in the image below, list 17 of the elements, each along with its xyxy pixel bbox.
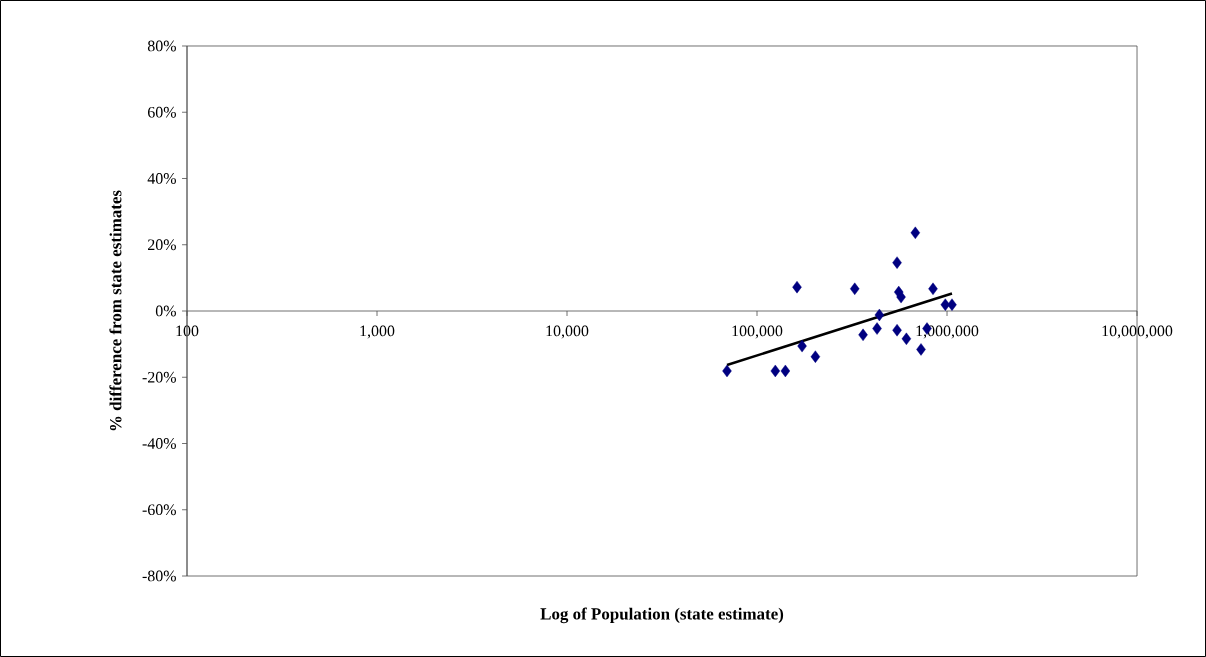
x-tick-label: 100	[176, 325, 199, 337]
y-axis-title: % difference from state estimates	[109, 190, 122, 431]
y-tick-label: -20%	[142, 371, 176, 383]
x-tick-label: 10,000	[546, 325, 589, 339]
x-tick-label: 10,000,000	[1102, 325, 1173, 339]
x-axis-title: Log of Population (state estimate)	[540, 607, 784, 624]
y-tick-label: 80%	[147, 40, 176, 52]
y-tick-label: 40%	[147, 173, 176, 184]
y-tick-label: 60%	[148, 106, 176, 118]
y-tick-label: 0%	[155, 305, 176, 317]
y-tick-label: -80%	[142, 570, 176, 582]
y-tick-label: 20%	[148, 239, 176, 251]
x-tick-label: 1,000,000	[916, 325, 979, 339]
x-tick-label: 1,000	[360, 325, 395, 339]
x-tick-label: 100,000	[732, 325, 783, 339]
y-tick-label: -40%	[142, 438, 176, 449]
y-tick-label: -60%	[142, 504, 176, 516]
